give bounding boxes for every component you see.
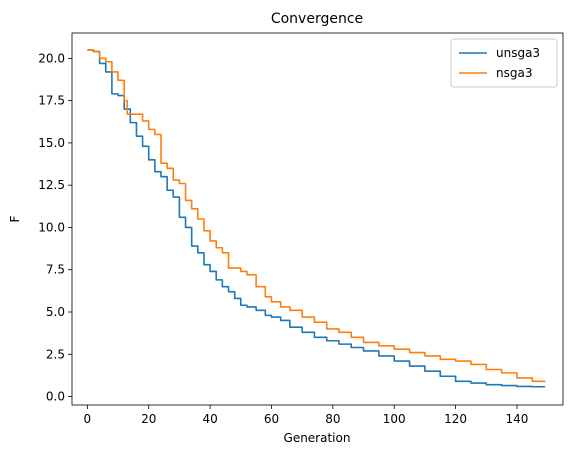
series-line-unsga3 (87, 49, 546, 388)
legend-box (450, 38, 558, 88)
x-tick-label: 120 (444, 412, 467, 426)
x-tick-label: 0 (84, 412, 92, 426)
y-tick-label: 5.0 (46, 305, 65, 319)
x-tick-label: 40 (202, 412, 217, 426)
y-tick-label: 12.5 (38, 178, 65, 192)
y-tick-label: 2.5 (46, 347, 65, 361)
x-tick-label: 80 (325, 412, 340, 426)
y-tick-label: 0.0 (46, 390, 65, 404)
y-axis-label: F (8, 215, 22, 222)
legend: unsga3 nsga3 (450, 38, 558, 88)
y-tick-label: 7.5 (46, 263, 65, 277)
x-tick-label: 140 (506, 412, 529, 426)
legend-label-nsga3: nsga3 (496, 66, 532, 80)
y-tick-label: 17.5 (38, 94, 65, 108)
y-tick-label: 20.0 (38, 51, 65, 65)
x-axis-label: Generation (284, 431, 351, 445)
x-tick-label: 60 (264, 412, 279, 426)
plot-area (87, 49, 546, 388)
chart-title: Convergence (271, 11, 363, 27)
legend-label-unsga3: unsga3 (496, 46, 540, 60)
y-tick-label: 10.0 (38, 220, 65, 234)
x-tick-label: 100 (383, 412, 406, 426)
x-tick-label: 20 (141, 412, 156, 426)
series-line-nsga3 (87, 49, 546, 383)
plot-frame (71, 32, 564, 406)
y-tick-label: 15.0 (38, 136, 65, 150)
